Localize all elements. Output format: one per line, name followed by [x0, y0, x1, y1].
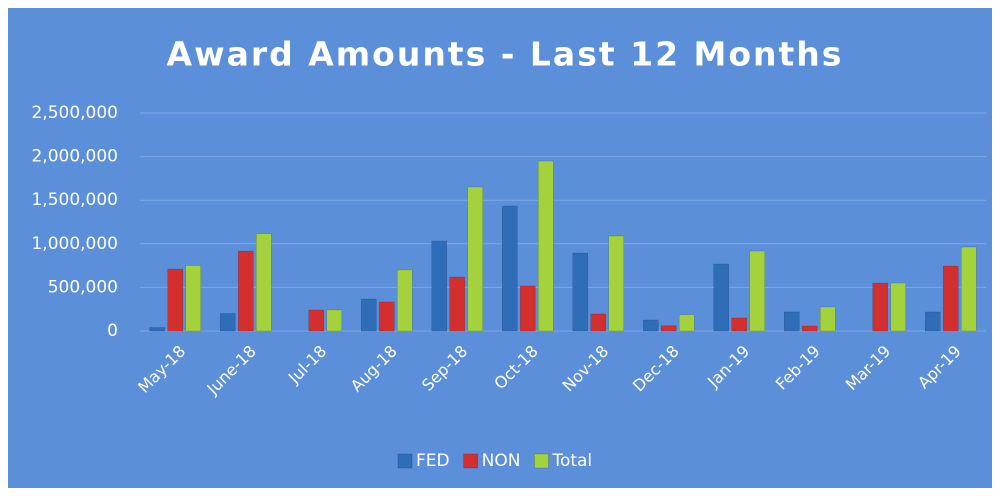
bar: [961, 246, 977, 332]
bar: [167, 268, 183, 332]
bar: [661, 325, 677, 332]
bar: [590, 313, 606, 332]
bar: [379, 301, 395, 332]
bar: [467, 186, 483, 332]
bar: [149, 327, 165, 332]
bar: [731, 317, 747, 332]
bar: [679, 314, 695, 332]
bar: [572, 252, 588, 332]
bar: [784, 311, 800, 332]
bar: [890, 282, 906, 332]
y-tick-label: 0: [107, 321, 118, 341]
bar: [802, 325, 818, 332]
y-tick-label: 1,500,000: [31, 190, 118, 210]
legend-label: Total: [551, 451, 592, 471]
bar: [820, 306, 836, 332]
bar: [943, 265, 959, 332]
bar: [185, 265, 201, 332]
bar: [361, 298, 377, 332]
legend-label: NON: [482, 451, 521, 471]
bar: [238, 250, 254, 332]
legend-swatch: [534, 453, 549, 469]
y-tick-label: 500,000: [48, 277, 118, 297]
bar: [872, 282, 888, 332]
y-tick-label: 1,000,000: [31, 234, 118, 254]
bar: [749, 250, 765, 332]
bar: [643, 319, 659, 332]
bar: [397, 269, 413, 332]
legend-swatch: [463, 453, 478, 469]
bar: [713, 263, 729, 332]
chart-background: [8, 8, 992, 488]
bar: [925, 311, 941, 332]
bar: [308, 309, 324, 332]
legend-swatch: [397, 453, 413, 469]
bar: [220, 313, 236, 332]
bar: [520, 285, 536, 332]
legend-label: FED: [416, 451, 450, 471]
y-tick-label: 2,000,000: [31, 147, 118, 167]
bar: [449, 276, 465, 332]
chart-title: Award Amounts - Last 12 Months: [167, 35, 844, 74]
bar: [608, 235, 624, 332]
bar: [538, 160, 554, 332]
bar: [502, 205, 518, 332]
bar: [326, 309, 342, 332]
y-tick-label: 2,500,000: [31, 103, 118, 123]
bar: [431, 240, 447, 332]
bar: [256, 233, 272, 332]
